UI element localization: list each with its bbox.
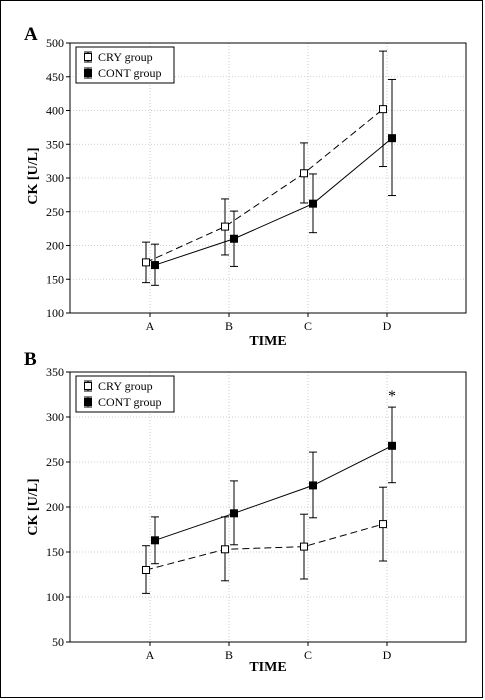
data-point <box>151 536 159 545</box>
data-point <box>309 199 317 208</box>
data-point <box>230 234 238 243</box>
legend-marker <box>84 398 92 406</box>
x-tick-label: C <box>304 319 312 333</box>
legend-marker <box>84 382 92 390</box>
legend-label: CRY group <box>98 50 153 64</box>
data-point <box>309 481 317 490</box>
legend-label: CRY group <box>98 379 153 393</box>
series-line <box>154 445 393 541</box>
data-point <box>221 222 229 231</box>
data-point <box>300 542 308 551</box>
y-tick-label: 250 <box>46 455 64 469</box>
y-tick-label: 50 <box>52 635 64 649</box>
legend-box <box>75 46 175 84</box>
series-line <box>145 108 384 263</box>
x-tick-label: A <box>146 648 155 662</box>
y-tick-label: 400 <box>46 104 64 118</box>
panel-label: B <box>24 349 37 370</box>
y-tick-label: 200 <box>46 500 64 514</box>
x-tick-label: D <box>383 319 392 333</box>
series-cry <box>142 50 387 284</box>
x-tick-label: D <box>383 648 392 662</box>
data-point <box>230 509 238 518</box>
data-point <box>379 105 387 114</box>
data-point <box>151 261 159 270</box>
y-tick-label: 350 <box>46 137 64 151</box>
legend: CRY group CONT group <box>75 375 175 413</box>
data-point <box>142 258 150 267</box>
series-line <box>154 137 393 266</box>
y-tick-label: 450 <box>46 70 64 84</box>
data-point <box>142 566 150 574</box>
series-line <box>145 523 384 571</box>
y-tick-label: 350 <box>46 365 64 379</box>
series-cry <box>142 486 387 594</box>
y-tick-label: 100 <box>46 590 64 604</box>
data-point <box>221 545 229 554</box>
y-tick-label: 300 <box>46 171 64 185</box>
x-tick-label: B <box>225 319 233 333</box>
data-point <box>300 169 308 178</box>
data-point <box>388 134 396 143</box>
y-tick-label: 300 <box>46 410 64 424</box>
legend-label: CONT group <box>98 395 161 409</box>
legend-marker <box>84 53 92 61</box>
chart-panel-B: B 50 100 150 200 250 300 350 A B C D TIME CK [U/L] * CR… <box>24 349 467 675</box>
series-cont <box>151 406 396 565</box>
x-axis-title: TIME <box>249 334 286 349</box>
x-tick-label: A <box>146 319 155 333</box>
x-tick-label: B <box>225 648 233 662</box>
y-tick-label: 150 <box>46 272 64 286</box>
panel-label: A <box>24 24 38 45</box>
data-point <box>388 441 396 450</box>
y-tick-label: 200 <box>46 239 64 253</box>
legend: CRY group CONT group <box>75 46 175 84</box>
y-tick-label: 250 <box>46 205 64 219</box>
significance-marker: * <box>388 388 396 405</box>
y-axis-title: CK [U/L] <box>26 478 41 535</box>
y-tick-label: 100 <box>46 306 64 320</box>
data-point <box>379 520 387 529</box>
legend-marker <box>84 69 92 77</box>
legend-box <box>75 375 175 413</box>
y-tick-label: 150 <box>46 545 64 559</box>
y-axis-title: CK [U/L] <box>26 147 41 204</box>
legend-label: CONT group <box>98 66 161 80</box>
x-tick-label: C <box>304 648 312 662</box>
series-cont <box>151 78 396 286</box>
x-axis-title: TIME <box>249 660 286 675</box>
y-tick-label: 500 <box>46 36 64 50</box>
chart-panel-A: A 100 150 200 250 300 350 400 450 500 A B C D TIME CK [… <box>24 24 467 349</box>
